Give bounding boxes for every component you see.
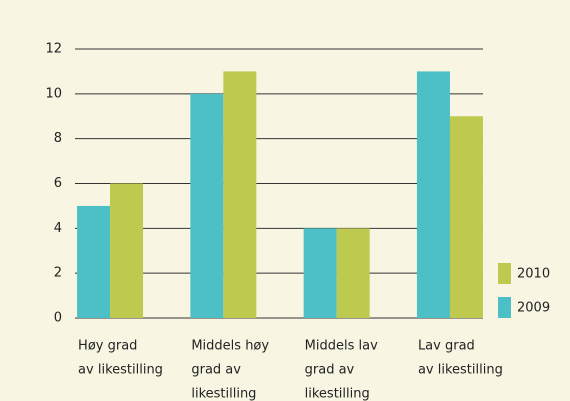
- legend-swatch: [498, 263, 511, 284]
- bar: [336, 228, 370, 318]
- x-tick-label: grad av: [191, 363, 241, 378]
- y-tick-label: 10: [45, 86, 62, 101]
- bar: [303, 228, 337, 318]
- y-tick-label: 0: [54, 311, 62, 326]
- x-tick-label: Lav grad: [418, 339, 475, 354]
- x-tick-label: grad av: [305, 363, 355, 378]
- y-tick-label: 8: [54, 131, 62, 146]
- y-tick-label: 4: [54, 221, 62, 236]
- x-tick-label: av likestilling: [78, 363, 163, 378]
- legend-label: 2010: [517, 267, 550, 282]
- y-tick-label: 6: [54, 176, 62, 191]
- x-tick-label: likestilling: [305, 387, 370, 401]
- bar: [110, 183, 144, 318]
- x-tick-label: Middels høy: [191, 339, 269, 354]
- bar: [77, 205, 111, 318]
- x-tick-label: Høy grad: [78, 339, 137, 354]
- y-tick-label: 2: [54, 266, 62, 281]
- bar: [190, 93, 224, 318]
- legend-label: 2009: [517, 301, 550, 316]
- legend-swatch: [498, 297, 511, 318]
- x-tick-label: Middels lav: [305, 339, 378, 354]
- x-tick-label: likestilling: [191, 387, 256, 401]
- bar: [223, 71, 257, 319]
- bar: [416, 71, 450, 319]
- bar: [449, 116, 483, 318]
- x-tick-label: av likestilling: [418, 363, 503, 378]
- y-tick-label: 12: [45, 42, 62, 57]
